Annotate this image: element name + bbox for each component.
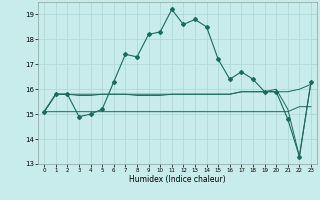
X-axis label: Humidex (Indice chaleur): Humidex (Indice chaleur) [129, 175, 226, 184]
